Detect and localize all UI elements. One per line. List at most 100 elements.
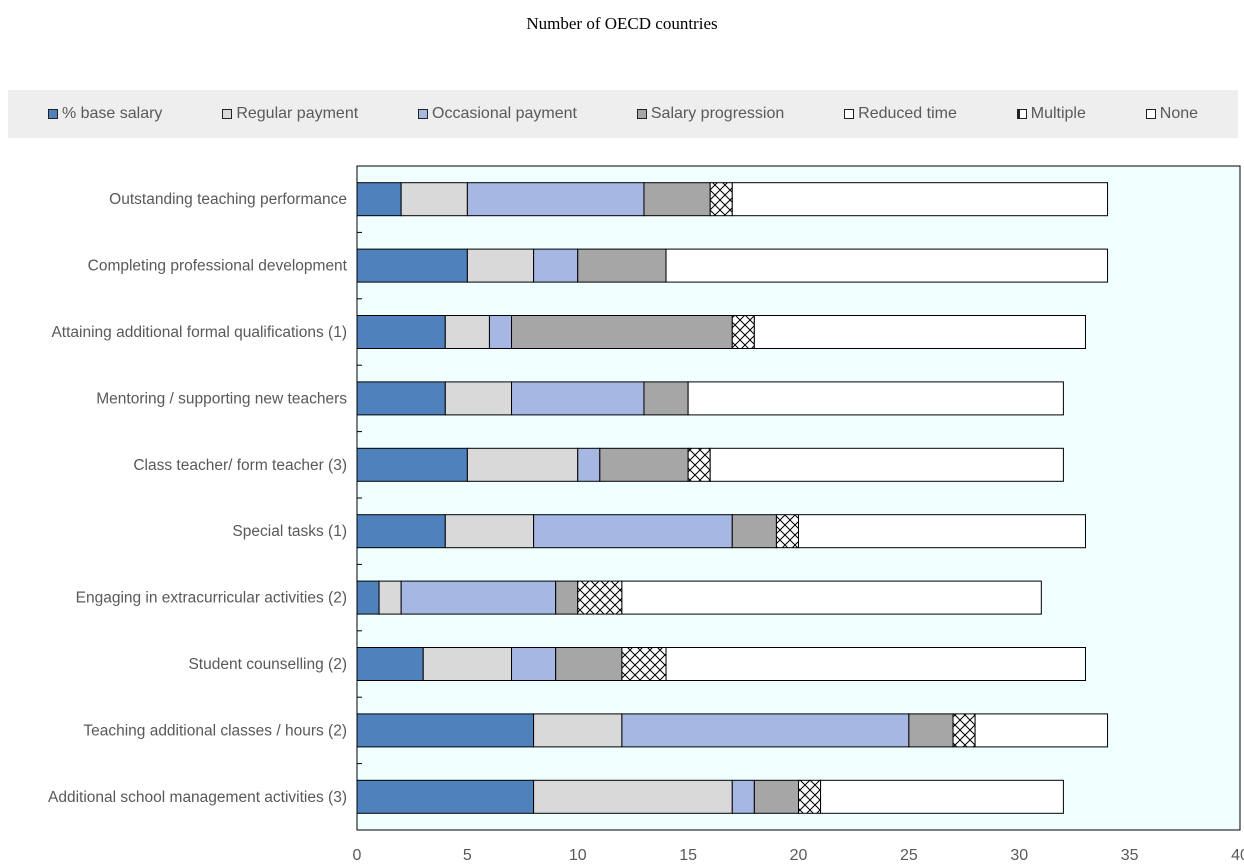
bar-none-mentoring-supporting-new-teachers xyxy=(687,381,1064,416)
bar-base-salary-outstanding-teaching-performance xyxy=(356,182,402,217)
legend-item-base-salary: % base salary xyxy=(47,105,163,123)
legend-label: Multiple xyxy=(1030,105,1086,122)
bar-salary-progression-outstanding-teaching-performance xyxy=(643,182,711,217)
bar-base-salary-class-teacher-form-teacher-3 xyxy=(356,447,468,482)
legend-swatch-none xyxy=(1145,109,1156,119)
x-tick-label: 15 xyxy=(679,847,697,864)
bar-base-salary-special-tasks-1 xyxy=(356,514,446,549)
category-label: Additional school management activities … xyxy=(48,789,347,806)
bar-occasional-payment-teaching-additional-classes-hours-2 xyxy=(621,713,910,748)
category-label: Special tasks (1) xyxy=(232,523,347,540)
category-label: Engaging in extracurricular activities (… xyxy=(76,590,347,607)
bar-occasional-payment-mentoring-supporting-new-teachers xyxy=(511,381,645,416)
legend-item-multiple: Multiple xyxy=(1016,105,1086,123)
x-tick-label: 5 xyxy=(463,847,472,864)
bar-base-salary-mentoring-supporting-new-teachers xyxy=(356,381,446,416)
x-tick-label: 40 xyxy=(1231,847,1244,864)
bar-base-salary-completing-professional-development xyxy=(356,248,468,283)
x-tick-label: 25 xyxy=(900,847,918,864)
x-tick-label: 35 xyxy=(1121,847,1139,864)
bar-regular-payment-teaching-additional-classes-hours-2 xyxy=(533,713,623,748)
bar-occasional-payment-additional-school-management-activities-3 xyxy=(731,779,755,814)
category-label: Class teacher/ form teacher (3) xyxy=(133,457,347,474)
category-label: Teaching additional classes / hours (2) xyxy=(83,722,347,739)
bar-occasional-payment-attaining-additional-formal-qualifications-1 xyxy=(488,315,513,349)
bar-base-salary-teaching-additional-classes-hours-2 xyxy=(356,713,535,748)
bar-multiple-teaching-additional-classes-hours-2 xyxy=(952,713,976,748)
bar-salary-progression-mentoring-supporting-new-teachers xyxy=(643,381,689,416)
legend: % base salary Regular payment Occasional p… xyxy=(8,90,1238,138)
legend-label: Occasional payment xyxy=(432,105,577,122)
bar-salary-progression-student-counselling-2 xyxy=(555,647,623,681)
bar-regular-payment-class-teacher-form-teacher-3 xyxy=(466,447,579,482)
bar-base-salary-engaging-in-extracurricular-activities-2 xyxy=(356,580,380,615)
x-tick-label: 0 xyxy=(353,847,362,864)
bar-occasional-payment-engaging-in-extracurricular-activities-2 xyxy=(400,580,557,615)
legend-swatch-regular-payment xyxy=(222,109,233,119)
bar-multiple-special-tasks-1 xyxy=(775,514,799,549)
legend-label: Salary progression xyxy=(650,105,785,122)
bar-multiple-outstanding-teaching-performance xyxy=(709,182,733,217)
bar-regular-payment-mentoring-supporting-new-teachers xyxy=(444,381,513,416)
bar-salary-progression-class-teacher-form-teacher-3 xyxy=(599,447,689,482)
legend-item-none: None xyxy=(1145,105,1199,123)
bar-regular-payment-outstanding-teaching-performance xyxy=(400,182,468,217)
bar-none-student-counselling-2 xyxy=(665,647,1086,681)
bar-salary-progression-additional-school-management-activities-3 xyxy=(753,779,799,814)
bar-salary-progression-attaining-additional-formal-qualifications-1 xyxy=(511,315,733,349)
bar-base-salary-attaining-additional-formal-qualifications-1 xyxy=(356,315,446,349)
category-label: Outstanding teaching performance xyxy=(109,191,347,208)
bar-none-teaching-additional-classes-hours-2 xyxy=(974,713,1109,748)
x-tick-label: 10 xyxy=(569,847,587,864)
bar-multiple-additional-school-management-activities-3 xyxy=(798,779,822,814)
bar-none-completing-professional-development xyxy=(665,248,1109,283)
bar-none-attaining-additional-formal-qualifications-1 xyxy=(753,315,1086,349)
bar-none-additional-school-management-activities-3 xyxy=(820,779,1064,814)
bar-occasional-payment-student-counselling-2 xyxy=(511,647,557,681)
bar-base-salary-additional-school-management-activities-3 xyxy=(356,779,535,814)
x-tick-label: 30 xyxy=(1010,847,1028,864)
bar-regular-payment-student-counselling-2 xyxy=(422,647,513,681)
legend-swatch-occasional-payment xyxy=(418,109,429,119)
bar-base-salary-student-counselling-2 xyxy=(356,647,424,681)
bar-salary-progression-special-tasks-1 xyxy=(731,514,777,549)
legend-swatch-salary-progression xyxy=(636,109,647,119)
legend-item-occasional-payment: Occasional payment xyxy=(418,105,577,123)
bar-none-outstanding-teaching-performance xyxy=(731,182,1109,217)
bar-regular-payment-attaining-additional-formal-qualifications-1 xyxy=(444,315,490,349)
category-label: Mentoring / supporting new teachers xyxy=(96,390,347,407)
legend-item-regular-payment: Regular payment xyxy=(222,105,358,123)
category-label: Student counselling (2) xyxy=(188,656,347,673)
bar-multiple-attaining-additional-formal-qualifications-1 xyxy=(731,315,755,349)
legend-item-salary-progression: Salary progression xyxy=(636,105,785,123)
legend-item-reduced-time: Reduced time xyxy=(844,105,957,123)
category-label: Completing professional development xyxy=(88,258,348,275)
bar-regular-payment-engaging-in-extracurricular-activities-2 xyxy=(378,580,402,615)
chart-title: Number of OECD countries xyxy=(526,14,718,33)
legend-swatch-base-salary xyxy=(47,109,58,119)
legend-swatch-reduced-time xyxy=(844,109,855,119)
bar-salary-progression-completing-professional-development xyxy=(577,248,667,283)
bar-occasional-payment-outstanding-teaching-performance xyxy=(466,182,645,217)
bar-none-class-teacher-form-teacher-3 xyxy=(709,447,1064,482)
bar-occasional-payment-class-teacher-form-teacher-3 xyxy=(577,447,601,482)
bar-salary-progression-engaging-in-extracurricular-activities-2 xyxy=(555,580,579,615)
legend-label: None xyxy=(1159,105,1199,122)
bar-none-special-tasks-1 xyxy=(798,514,1086,549)
bar-occasional-payment-special-tasks-1 xyxy=(533,514,733,549)
bar-multiple-student-counselling-2 xyxy=(621,647,667,681)
bar-multiple-class-teacher-form-teacher-3 xyxy=(687,447,711,482)
legend-label: % base salary xyxy=(61,105,163,122)
bar-occasional-payment-completing-professional-development xyxy=(533,248,579,283)
bar-multiple-engaging-in-extracurricular-activities-2 xyxy=(577,580,623,615)
bar-regular-payment-completing-professional-development xyxy=(466,248,535,283)
legend-swatch-multiple xyxy=(1016,109,1027,119)
legend-label: Regular payment xyxy=(236,105,359,122)
bar-none-engaging-in-extracurricular-activities-2 xyxy=(621,580,1042,615)
category-label: Attaining additional formal qualificatio… xyxy=(51,324,347,341)
bar-regular-payment-additional-school-management-activities-3 xyxy=(533,779,733,814)
x-tick-label: 20 xyxy=(790,847,808,864)
legend-label: Reduced time xyxy=(858,105,957,122)
bar-salary-progression-teaching-additional-classes-hours-2 xyxy=(908,713,954,748)
